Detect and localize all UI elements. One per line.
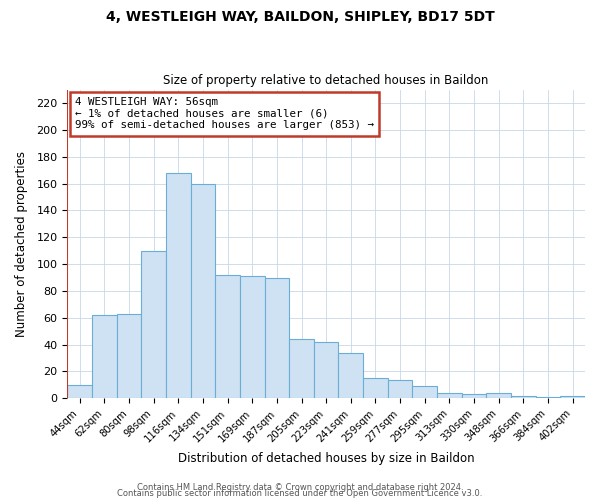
Text: Contains public sector information licensed under the Open Government Licence v3: Contains public sector information licen… (118, 490, 482, 498)
Text: Contains HM Land Registry data © Crown copyright and database right 2024.: Contains HM Land Registry data © Crown c… (137, 484, 463, 492)
Bar (536, 397, 560, 398)
Bar (289, 340, 314, 398)
Bar (166, 173, 191, 398)
Bar (487, 393, 511, 398)
Bar (363, 378, 388, 398)
Bar (191, 184, 215, 398)
Y-axis label: Number of detached properties: Number of detached properties (15, 151, 28, 337)
Bar (412, 386, 437, 398)
Bar (560, 396, 585, 398)
Title: Size of property relative to detached houses in Baildon: Size of property relative to detached ho… (163, 74, 489, 87)
Bar (215, 275, 240, 398)
Bar (67, 385, 92, 398)
Bar (240, 276, 265, 398)
Bar (265, 278, 289, 398)
Bar (141, 250, 166, 398)
Bar (338, 352, 363, 399)
X-axis label: Distribution of detached houses by size in Baildon: Distribution of detached houses by size … (178, 452, 475, 465)
Bar (388, 380, 412, 398)
Text: 4 WESTLEIGH WAY: 56sqm
← 1% of detached houses are smaller (6)
99% of semi-detac: 4 WESTLEIGH WAY: 56sqm ← 1% of detached … (75, 98, 374, 130)
Text: 4, WESTLEIGH WAY, BAILDON, SHIPLEY, BD17 5DT: 4, WESTLEIGH WAY, BAILDON, SHIPLEY, BD17… (106, 10, 494, 24)
Bar (92, 315, 116, 398)
Bar (116, 314, 141, 398)
Bar (437, 393, 462, 398)
Bar (314, 342, 338, 398)
Bar (462, 394, 487, 398)
Bar (511, 396, 536, 398)
